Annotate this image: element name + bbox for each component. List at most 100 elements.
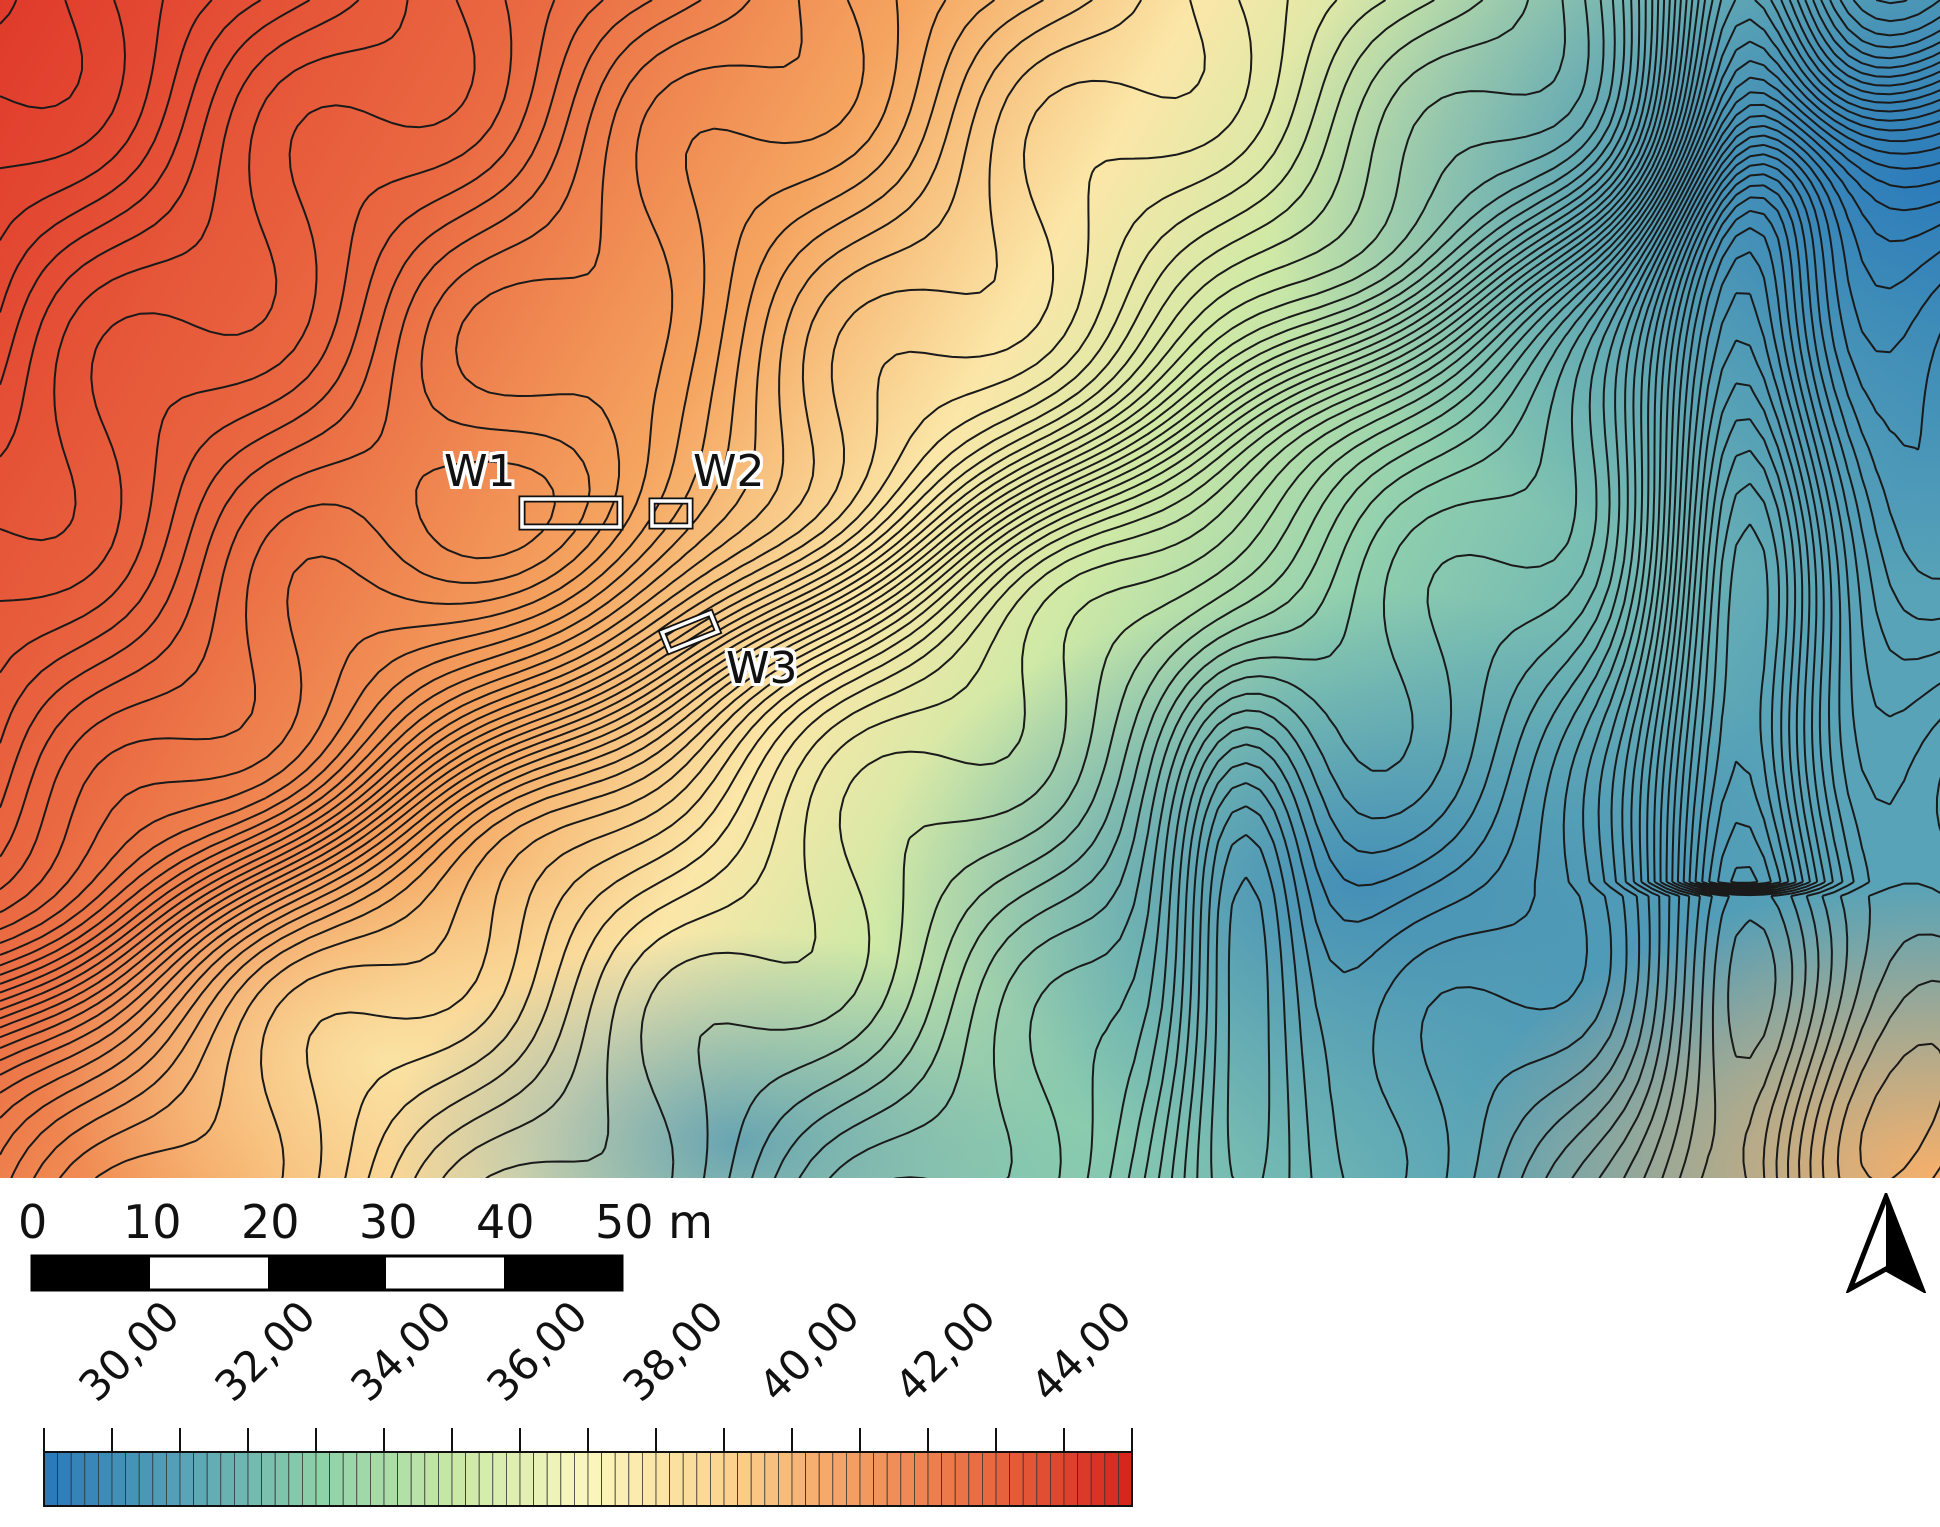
legend-swatch xyxy=(465,1451,480,1507)
site-label-w1: W1 xyxy=(444,446,516,497)
legend-swatch xyxy=(614,1451,630,1507)
site-box-w3 xyxy=(659,610,721,654)
legend-swatch xyxy=(954,1451,970,1507)
legend-swatch xyxy=(1104,1451,1119,1507)
legend-swatch xyxy=(437,1451,453,1507)
legend-swatch xyxy=(628,1451,643,1507)
legend-swatch xyxy=(383,1451,399,1507)
legend-swatch xyxy=(356,1451,371,1507)
legend-swatch xyxy=(247,1451,263,1507)
legend-swatch xyxy=(451,1451,467,1507)
legend-swatch xyxy=(165,1451,181,1507)
contour-path xyxy=(0,0,1940,1178)
legend-swatch xyxy=(574,1451,589,1507)
legend-swatch xyxy=(642,1451,657,1507)
legend-swatch xyxy=(533,1451,548,1507)
legend-swatch xyxy=(900,1451,915,1507)
legend-swatch xyxy=(791,1451,807,1507)
legend-swatch xyxy=(601,1451,616,1507)
legend-swatch xyxy=(233,1451,249,1507)
legend-swatch xyxy=(70,1451,86,1507)
legend-swatch xyxy=(546,1451,562,1507)
legend-swatch xyxy=(682,1451,698,1507)
legend-swatch xyxy=(764,1451,779,1507)
legend-swatch xyxy=(914,1451,929,1507)
legend-swatch xyxy=(886,1451,902,1507)
site-box-w1 xyxy=(520,497,622,529)
legend-swatch xyxy=(301,1451,317,1507)
legend-swatch xyxy=(288,1451,303,1507)
legend-swatch xyxy=(206,1451,222,1507)
legend-swatch xyxy=(193,1451,208,1507)
legend-swatch xyxy=(315,1451,331,1507)
elevation-map: W1 W2 W3 xyxy=(0,0,1940,1178)
legend-swatch xyxy=(111,1451,127,1507)
site-label-w3: W3 xyxy=(726,643,798,694)
legend-swatch xyxy=(369,1451,385,1507)
legend-swatch xyxy=(778,1451,793,1507)
legend-swatch xyxy=(927,1451,943,1507)
legend-swatch xyxy=(655,1451,671,1507)
legend-swatch xyxy=(1009,1451,1024,1507)
legend-swatch xyxy=(220,1451,235,1507)
legend-swatch xyxy=(1090,1451,1106,1507)
legend-swatch xyxy=(560,1451,575,1507)
legend-swatch xyxy=(750,1451,766,1507)
scale-label-40: 40 xyxy=(476,1195,535,1249)
contour-lines xyxy=(0,0,1940,1178)
legend-swatch xyxy=(57,1451,72,1507)
site-label-w2: W2 xyxy=(693,446,765,497)
legend-swatch xyxy=(846,1451,861,1507)
legend-swatch xyxy=(1022,1451,1038,1507)
legend-swatch xyxy=(818,1451,834,1507)
legend-swatch xyxy=(1118,1451,1133,1507)
legend-swatch xyxy=(179,1451,195,1507)
legend-swatch xyxy=(968,1451,983,1507)
legend-swatch xyxy=(424,1451,439,1507)
legend-swatch xyxy=(478,1451,494,1507)
legend-swatch xyxy=(1050,1451,1065,1507)
legend-swatch xyxy=(43,1451,59,1507)
scale-label-50m: 50 m xyxy=(595,1195,713,1249)
legend-swatch xyxy=(138,1451,154,1507)
legend-swatch xyxy=(723,1451,739,1507)
scale-label-10: 10 xyxy=(123,1195,182,1249)
legend-color-ramp xyxy=(43,1428,1133,1507)
legend-swatch xyxy=(1036,1451,1051,1507)
legend-swatch xyxy=(98,1451,113,1507)
legend-swatch xyxy=(329,1451,344,1507)
legend-swatch xyxy=(805,1451,820,1507)
legend-swatch xyxy=(859,1451,875,1507)
legend-swatch xyxy=(710,1451,725,1507)
scale-label-20: 20 xyxy=(241,1195,300,1249)
legend-swatch xyxy=(397,1451,412,1507)
legend-swatch xyxy=(505,1451,521,1507)
legend-swatch xyxy=(125,1451,140,1507)
north-arrow-icon xyxy=(1846,1193,1926,1293)
legend-swatch xyxy=(274,1451,290,1507)
legend-swatch xyxy=(982,1451,997,1507)
legend-swatch xyxy=(669,1451,684,1507)
legend-swatch xyxy=(587,1451,603,1507)
legend-swatch xyxy=(737,1451,752,1507)
legend-swatch xyxy=(410,1451,426,1507)
site-box-w2 xyxy=(650,499,692,528)
scale-label-0: 0 xyxy=(18,1195,48,1249)
scale-label-30: 30 xyxy=(359,1195,418,1249)
contour-map xyxy=(0,0,1940,1178)
site-boxes xyxy=(518,495,723,656)
legend-swatch xyxy=(873,1451,888,1507)
legend-swatch xyxy=(832,1451,847,1507)
legend-swatch xyxy=(261,1451,276,1507)
legend-swatch xyxy=(696,1451,711,1507)
legend-swatch xyxy=(941,1451,956,1507)
legend-swatch xyxy=(152,1451,167,1507)
legend-swatch xyxy=(492,1451,507,1507)
legend-swatch xyxy=(84,1451,99,1507)
legend-swatch xyxy=(995,1451,1011,1507)
legend-swatch xyxy=(342,1451,358,1507)
legend-swatch xyxy=(1077,1451,1092,1507)
legend-swatch xyxy=(1063,1451,1079,1507)
legend-swatch xyxy=(519,1451,535,1507)
scale-bar-graphic xyxy=(30,1254,624,1292)
